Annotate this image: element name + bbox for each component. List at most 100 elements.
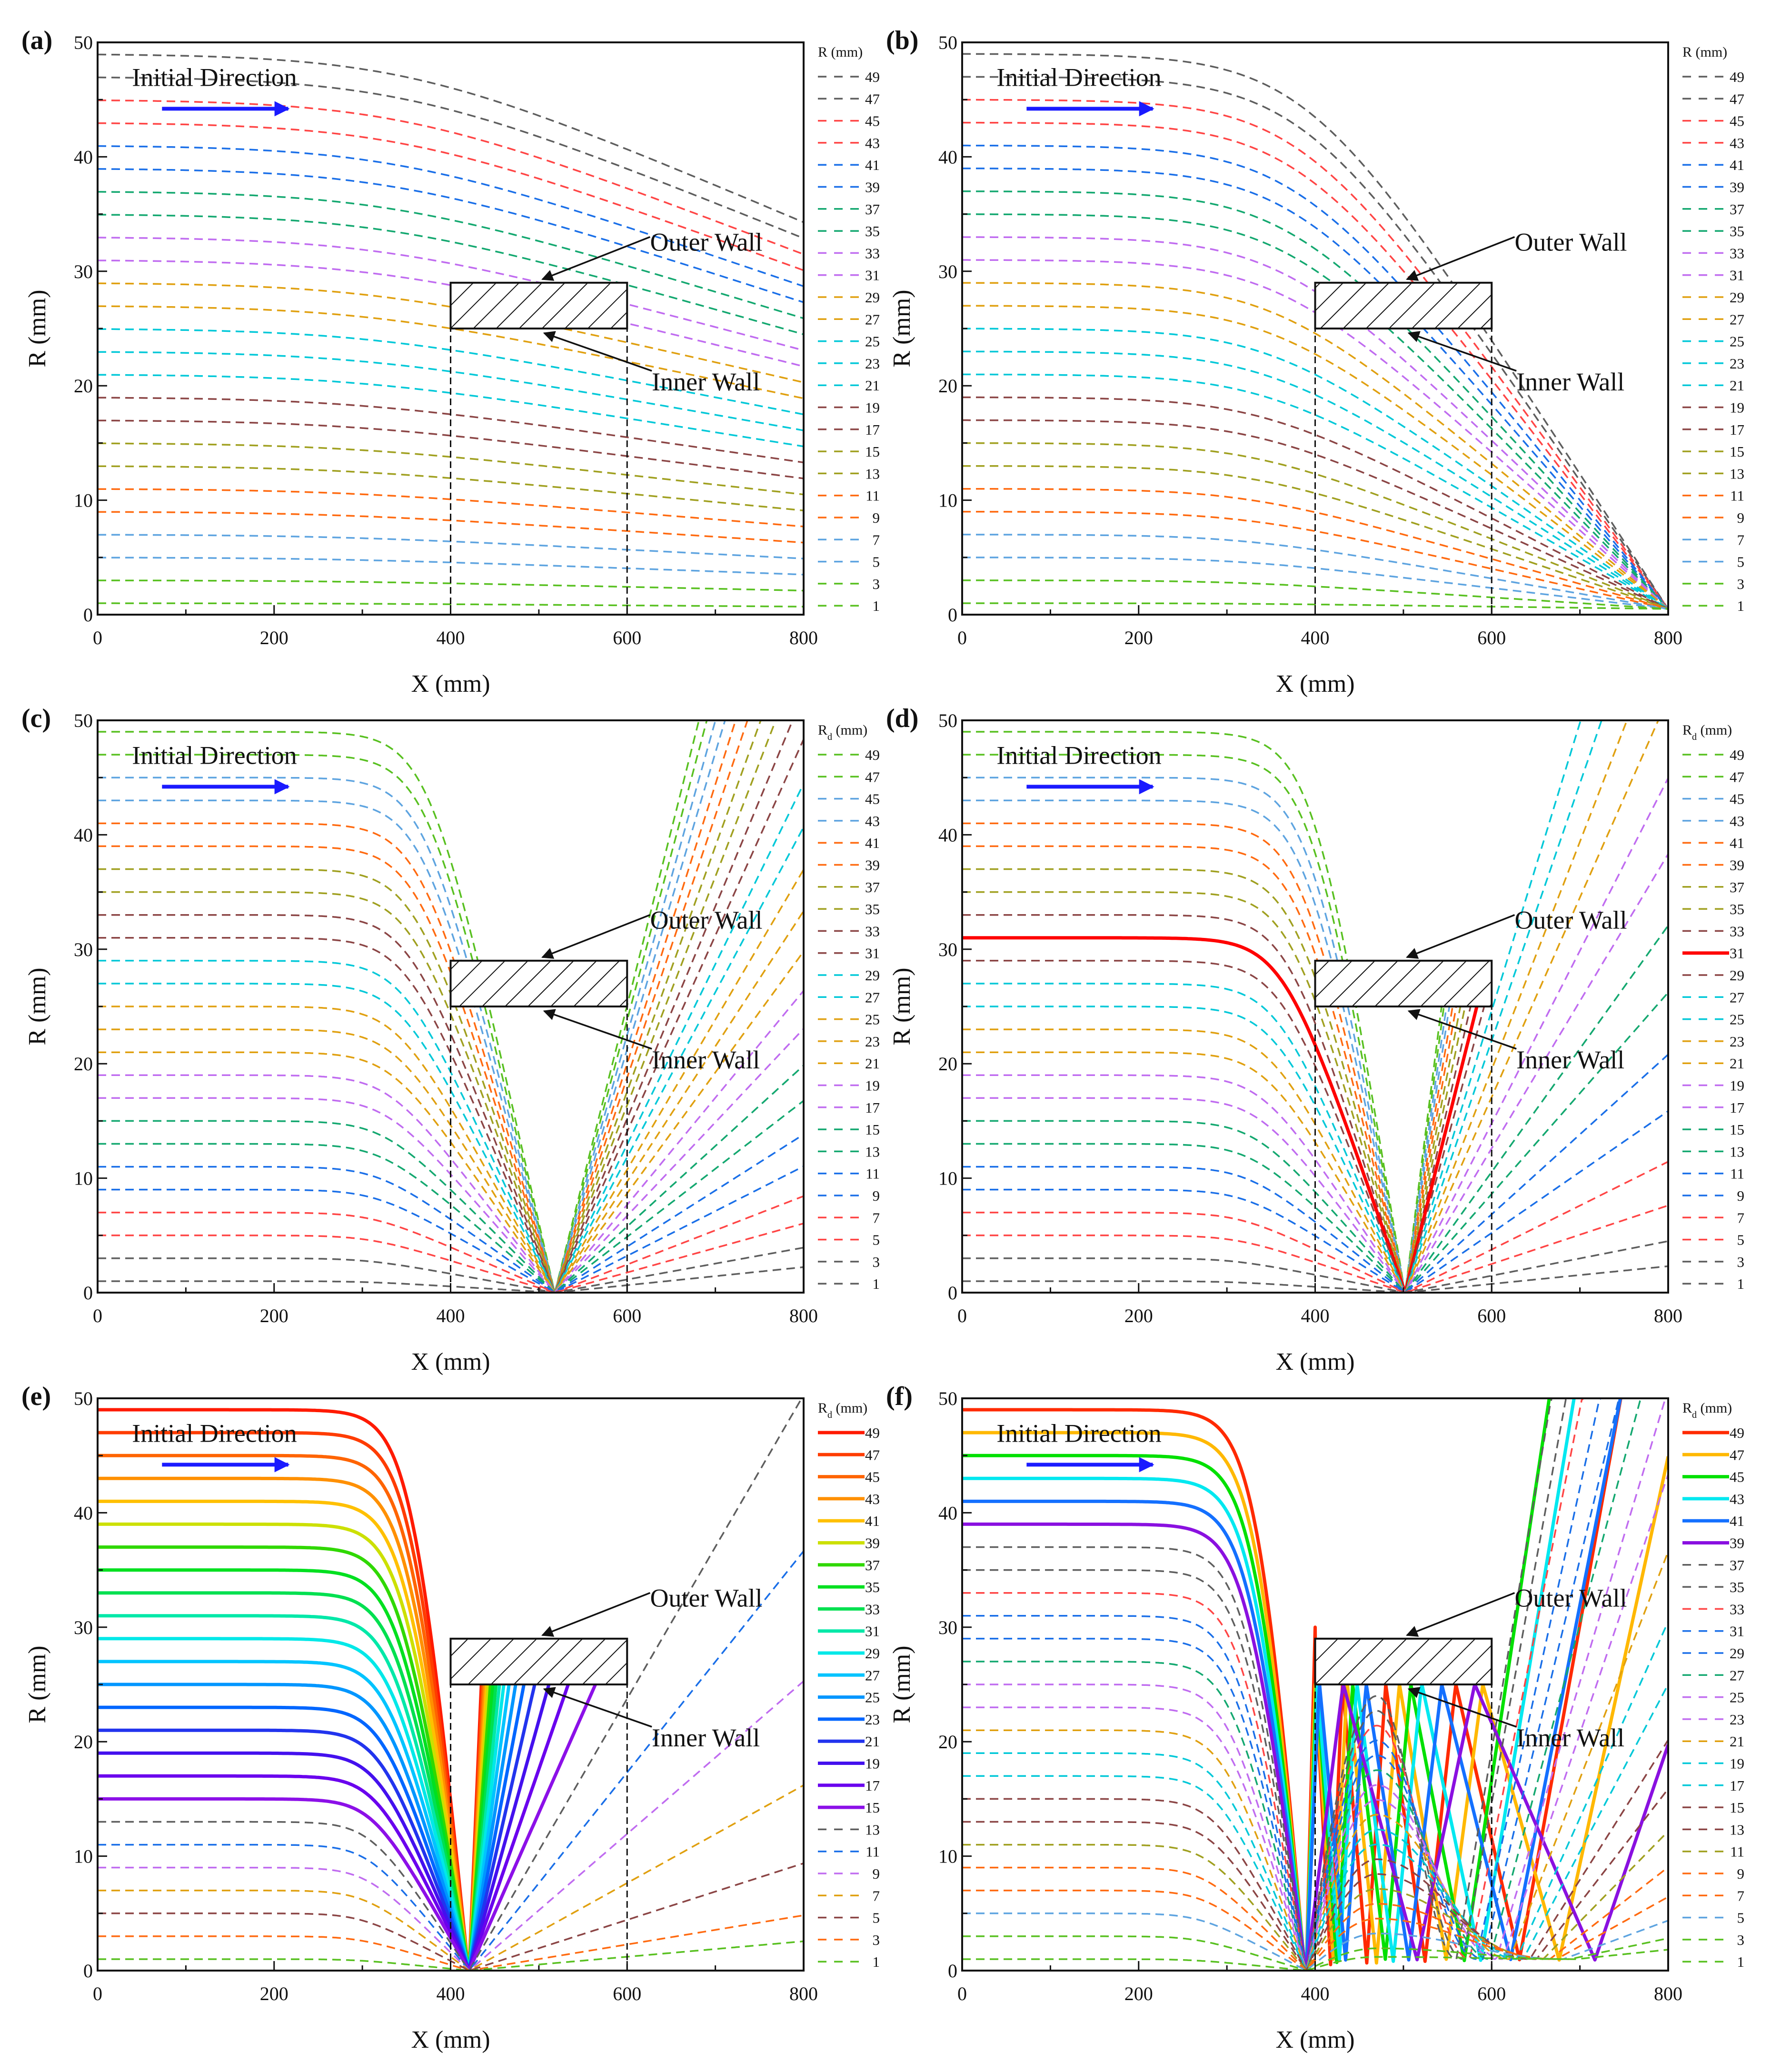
inner-wall-label: Inner Wall: [1516, 1046, 1624, 1074]
x-tick-label: 800: [789, 1305, 818, 1326]
trajectory-R19: [962, 396, 1668, 610]
y-tick-label: 40: [74, 146, 93, 168]
legend-label-R49: 49: [865, 1424, 880, 1441]
y-tick-label: 30: [938, 939, 957, 960]
wall-hatched-block: [1314, 1637, 1493, 1686]
outer-wall-label: Outer Wall: [650, 228, 762, 257]
trajectory-R5: [98, 557, 804, 576]
trajectory-R21: [962, 720, 1659, 1293]
trajectory-R19: [98, 990, 804, 1293]
legend-label-R45: 45: [1730, 1469, 1744, 1485]
inner-wall-arrow: [543, 1687, 652, 1728]
legend-title: Rd (mm): [818, 722, 867, 742]
panel-label: (e): [21, 1382, 51, 1411]
trajectory-R49: [962, 731, 1443, 1293]
legend-label-R21: 21: [1730, 1055, 1744, 1072]
legend-label-R35: 35: [865, 1579, 880, 1595]
legend-title: R (mm): [818, 44, 863, 60]
legend-label-R21: 21: [865, 1055, 880, 1072]
trajectory-R43: [98, 1476, 487, 1971]
legend-label-R37: 37: [865, 879, 880, 896]
inner-wall-label: Inner Wall: [652, 1723, 760, 1752]
legend-label-R43: 43: [865, 1491, 880, 1507]
legend-label-R49: 49: [865, 747, 880, 763]
legend-label-R5: 5: [1737, 1232, 1745, 1248]
legend-title-unit: (mm): [827, 44, 863, 60]
wall-hatched-block: [449, 281, 628, 330]
x-tick-label: 200: [260, 1305, 289, 1326]
trajectory-R7: [98, 1195, 804, 1293]
legend-label-R29: 29: [865, 289, 880, 306]
y-tick-label: 10: [938, 490, 957, 511]
y-tick-label: 20: [938, 375, 957, 397]
x-tick-label: 400: [437, 1305, 465, 1326]
trajectory-R39: [98, 1522, 490, 1971]
legend-label-R7: 7: [873, 1209, 880, 1226]
legend: Rd (mm)494745434139373533312927252321191…: [1682, 1400, 1744, 1970]
outer-wall-arrow: [541, 914, 651, 959]
trajectory-R43: [962, 1398, 1576, 1971]
x-tick-label: 0: [957, 627, 967, 648]
y-tick-label: 30: [74, 1617, 93, 1638]
trajectory-R45: [962, 99, 1668, 610]
legend-label-R49: 49: [865, 69, 880, 85]
trajectory-R29: [962, 960, 1485, 1293]
trajectory-R33: [962, 1398, 1584, 1971]
y-tick-label: 40: [938, 824, 957, 846]
trajectory-R17: [98, 419, 804, 479]
trajectory-R1: [962, 602, 1668, 610]
legend-label-R45: 45: [865, 1469, 880, 1485]
panel-label: (d): [886, 704, 918, 733]
y-tick-label: 50: [74, 32, 93, 53]
legend-label-R17: 17: [1730, 1099, 1744, 1116]
legend-label-R5: 5: [1737, 554, 1745, 570]
trajectory-R35: [98, 214, 804, 335]
legend-label-R47: 47: [1730, 768, 1744, 785]
legend-label-R37: 37: [1730, 201, 1744, 218]
x-tick-label: 600: [1477, 1305, 1506, 1326]
legend-label-R43: 43: [1730, 813, 1744, 829]
legend-label-R39: 39: [1730, 857, 1744, 874]
legend-title-subscript: d: [1692, 1410, 1697, 1420]
y-tick-label: 20: [938, 1053, 957, 1075]
initial-direction-label: Initial Direction: [996, 1419, 1161, 1447]
trajectory-R27: [98, 305, 804, 399]
inner-wall-arrow: [1407, 331, 1517, 372]
legend-label-R1: 1: [1737, 1953, 1745, 1970]
trajectory-R21: [962, 373, 1668, 610]
trajectory-R29: [962, 1398, 1621, 1971]
y-tick-label: 20: [74, 1731, 93, 1753]
legend-label-R15: 15: [1730, 1799, 1744, 1816]
trajectory-R39: [98, 168, 804, 303]
x-axis-label: X (mm): [1275, 2026, 1354, 2053]
x-tick-label: 600: [613, 1983, 641, 2004]
outer-wall-label: Outer Wall: [1514, 228, 1627, 257]
trajectory-R45: [962, 1398, 1551, 1971]
legend-label-R25: 25: [865, 1011, 880, 1028]
trajectory-R11: [962, 488, 1668, 610]
legend-label-R29: 29: [1730, 1645, 1744, 1662]
legend-title-symbol: R: [818, 722, 827, 738]
panel-b: 0 200 400 600 800 0 10 20 30 40 50 X (mm) R (mm) (b) I…: [886, 26, 1744, 697]
trajectory-R45: [98, 720, 716, 1293]
trajectory-R43: [962, 121, 1668, 610]
legend-label-R33: 33: [1730, 1601, 1744, 1617]
trajectory-R29: [98, 1637, 506, 1971]
y-tick-label: 20: [74, 375, 93, 397]
trajectory-R49: [962, 53, 1668, 610]
legend-label-R31: 31: [1730, 1623, 1744, 1640]
x-tick-label: 600: [613, 627, 641, 648]
x-tick-label: 800: [1654, 1305, 1682, 1326]
trajectory-R35: [962, 213, 1668, 610]
legend-label-R41: 41: [1730, 835, 1744, 851]
legend-label-R27: 27: [1730, 311, 1744, 328]
trajectory-R47: [98, 720, 708, 1293]
legend-label-R23: 23: [865, 1711, 880, 1728]
legend-label-R17: 17: [865, 1777, 880, 1794]
legend-label-R45: 45: [865, 791, 880, 807]
legend-label-R43: 43: [865, 813, 880, 829]
trajectory-lines: [962, 53, 1668, 610]
trajectory-R3: [962, 1935, 1668, 1971]
x-tick-label: 600: [1477, 627, 1506, 648]
trajectory-R17: [98, 1684, 570, 1971]
